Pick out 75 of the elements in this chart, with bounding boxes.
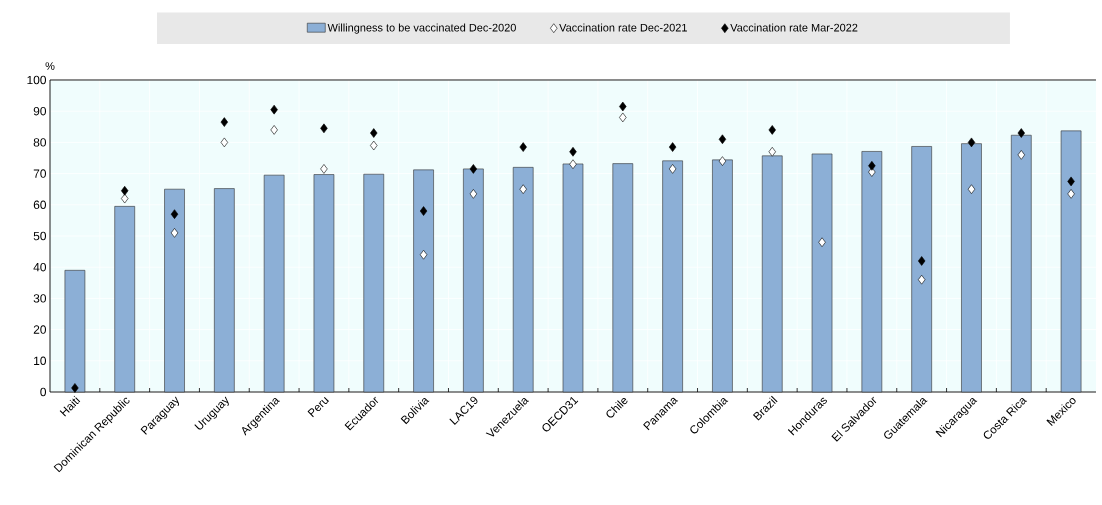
point xyxy=(619,101,627,112)
bar xyxy=(263,174,285,393)
point xyxy=(668,142,677,152)
legend-label: Vaccination rate Dec-2021 xyxy=(559,23,687,32)
point xyxy=(1067,189,1075,199)
point xyxy=(917,274,926,285)
point xyxy=(320,164,328,174)
point xyxy=(419,249,428,260)
point xyxy=(718,156,727,166)
bar xyxy=(214,188,235,393)
y-tick-label: 50 xyxy=(33,231,47,241)
y-tick-label: 0 xyxy=(40,387,47,397)
point xyxy=(220,117,229,127)
point xyxy=(569,159,577,170)
point xyxy=(768,146,776,157)
point xyxy=(170,228,179,238)
y-tick-label: 40 xyxy=(33,262,47,272)
bar xyxy=(64,270,86,393)
point xyxy=(419,206,428,216)
y-tick-label: 20 xyxy=(33,325,47,334)
y-tick-label: 80 xyxy=(33,138,47,147)
bar xyxy=(712,159,733,393)
point xyxy=(270,125,278,135)
point xyxy=(519,142,527,152)
bar xyxy=(911,146,932,393)
point xyxy=(1017,128,1025,138)
point xyxy=(519,184,527,194)
bar xyxy=(413,169,434,393)
point xyxy=(121,193,129,204)
bar xyxy=(761,155,783,393)
point xyxy=(868,161,876,171)
point xyxy=(170,209,179,219)
point xyxy=(967,137,976,148)
point xyxy=(469,164,478,174)
point xyxy=(121,185,129,196)
point xyxy=(1067,176,1075,187)
bar xyxy=(363,173,385,393)
bar xyxy=(961,143,982,393)
point xyxy=(818,237,826,248)
bar xyxy=(562,163,584,393)
point xyxy=(917,256,926,266)
bar xyxy=(114,206,136,393)
y-tick-label: 30 xyxy=(33,294,47,303)
point xyxy=(220,137,229,148)
point xyxy=(967,184,976,194)
y-tick-label: 90 xyxy=(33,106,47,116)
point xyxy=(370,140,378,151)
point xyxy=(370,128,378,138)
bar xyxy=(1010,134,1032,393)
y-tick-label: 60 xyxy=(33,200,47,210)
point xyxy=(718,134,727,145)
bar xyxy=(612,163,634,393)
point xyxy=(469,189,478,199)
y-tick-label: 70 xyxy=(33,169,47,178)
point xyxy=(71,383,79,393)
bar xyxy=(811,153,833,393)
y-tick-label: 10 xyxy=(34,356,47,366)
point xyxy=(320,123,328,134)
legend-label: Willingness to be vaccinated Dec-2020 xyxy=(327,23,516,34)
point xyxy=(768,125,776,135)
bar xyxy=(313,174,335,393)
point xyxy=(1017,150,1025,160)
bar xyxy=(164,188,185,393)
legend-label: Vaccination rate Mar-2022 xyxy=(730,23,858,32)
bar xyxy=(861,151,883,393)
bar xyxy=(662,160,683,393)
y-tick-label: 100 xyxy=(27,75,47,85)
y-axis-title: % xyxy=(45,62,55,70)
bar xyxy=(512,167,534,393)
bar xyxy=(463,168,484,393)
point xyxy=(569,146,577,157)
bar xyxy=(1060,130,1082,393)
point xyxy=(668,164,677,174)
point xyxy=(270,104,278,115)
point xyxy=(619,112,627,123)
